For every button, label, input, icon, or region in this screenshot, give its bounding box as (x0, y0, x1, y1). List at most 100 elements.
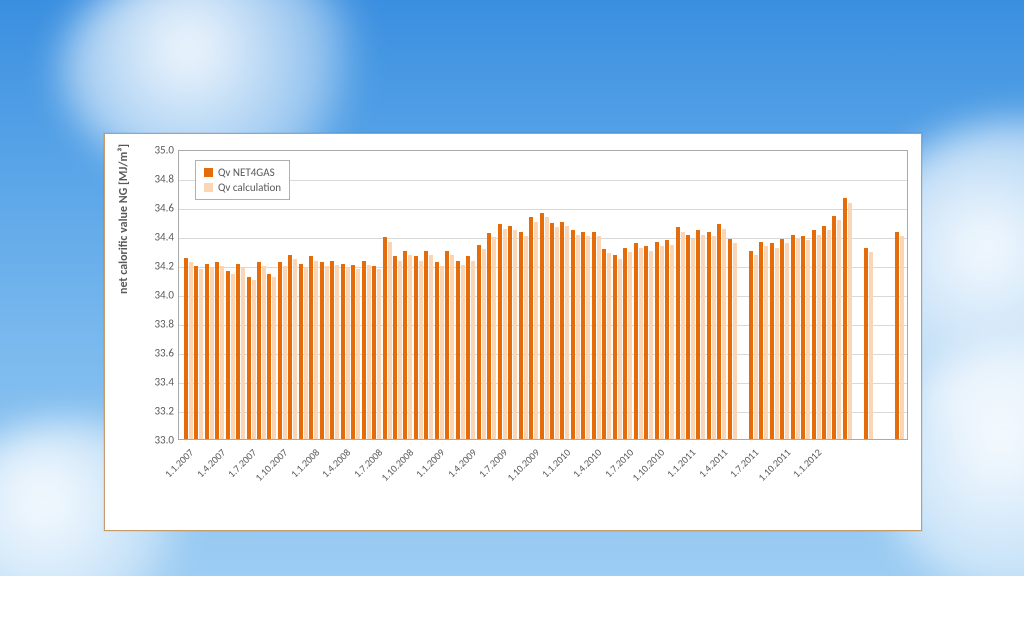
chart-bar (701, 235, 705, 439)
chart-bar (314, 261, 318, 439)
chart-bar (837, 220, 841, 439)
chart-bar (817, 235, 821, 439)
y-tick-label: 34.2 (134, 260, 174, 273)
chart-bar (508, 226, 512, 439)
chart-bar (681, 232, 685, 439)
chart-bar (712, 236, 716, 439)
chart-bar (283, 266, 287, 439)
chart-bar (320, 262, 324, 439)
chart-bar (445, 251, 449, 440)
chart-bar (388, 242, 392, 439)
chart-bar (362, 261, 366, 439)
legend-swatch (204, 168, 213, 177)
gridline-horizontal (179, 209, 907, 210)
chart-bar (655, 242, 659, 439)
chart-bar (419, 261, 423, 439)
chart-bar (210, 268, 214, 439)
y-tick-label: 34.8 (134, 173, 174, 186)
chart-bar (184, 258, 188, 439)
chart-bar (471, 261, 475, 439)
chart-bar (560, 222, 564, 440)
chart-bar (639, 248, 643, 439)
chart-bar (843, 198, 847, 439)
chart-bar (456, 261, 460, 439)
legend-item: Qv NET4GAS (204, 165, 281, 180)
chart-bar (288, 255, 292, 439)
chart-bar (644, 246, 648, 439)
y-tick-label: 34.0 (134, 289, 174, 302)
chart-bar (236, 264, 240, 439)
chart-bar (670, 245, 674, 439)
chart-bar (540, 213, 544, 439)
chart-bar (900, 236, 904, 439)
chart-bar (356, 269, 360, 439)
chart-bar (634, 243, 638, 439)
chart-bar (272, 277, 276, 439)
chart-bar (759, 242, 763, 439)
chart-bar (492, 237, 496, 439)
chart-bar (278, 262, 282, 439)
chart-bar (330, 261, 334, 439)
chart-bar (519, 232, 523, 439)
chart-bar (895, 232, 899, 439)
chart-bar (503, 229, 507, 439)
chart-bar (796, 239, 800, 439)
chart-bar (691, 239, 695, 439)
legend-item: Qv calculation (204, 180, 281, 195)
chart-bar (383, 237, 387, 439)
chart-bar (482, 249, 486, 439)
chart-bar (623, 248, 627, 439)
chart-bar (586, 236, 590, 439)
chart-bar (791, 235, 795, 439)
chart-bar (571, 230, 575, 439)
chart-bar (775, 248, 779, 439)
chart-bar (618, 259, 622, 439)
chart-bar (801, 236, 805, 439)
chart-bar (403, 251, 407, 440)
chart-bar (733, 243, 737, 439)
chart-bar (592, 232, 596, 439)
chart-bar (581, 232, 585, 439)
chart-bar (806, 240, 810, 439)
chart-bar (252, 280, 256, 440)
y-axis-label: net calorific value NG [MJ/m³] (117, 144, 131, 294)
chart-bar (524, 236, 528, 439)
chart-bar (498, 224, 502, 439)
chart-bar (665, 240, 669, 439)
chart-bar (848, 203, 852, 439)
y-tick-label: 33.8 (134, 318, 174, 331)
chart-bar (372, 266, 376, 439)
chart-bar (869, 252, 873, 439)
chart-bar (199, 269, 203, 439)
chart-bar (450, 255, 454, 439)
chart-bar (414, 256, 418, 439)
chart-bar (304, 268, 308, 439)
y-tick-label: 33.4 (134, 376, 174, 389)
chart-bar (550, 223, 554, 439)
chart-bar (247, 277, 251, 439)
chart-bar (293, 259, 297, 439)
chart-bar (424, 251, 428, 440)
chart-bar (299, 264, 303, 439)
y-tick-label: 33.6 (134, 347, 174, 360)
chart-bar (696, 230, 700, 439)
chart-bar (660, 246, 664, 439)
chart-bar (722, 229, 726, 439)
chart-bar (749, 251, 753, 440)
chart-bar (780, 239, 784, 439)
chart-bar (408, 255, 412, 439)
chart-bar (487, 233, 491, 439)
chart-bar (267, 274, 271, 439)
chart-bar (764, 246, 768, 439)
chart-bar (194, 266, 198, 439)
chart-bar (628, 252, 632, 439)
chart-bar (607, 253, 611, 439)
y-tick-label: 35.0 (134, 144, 174, 157)
chart-bar (335, 265, 339, 439)
y-tick-label: 34.6 (134, 202, 174, 215)
chart-bar (728, 239, 732, 439)
legend-swatch (204, 183, 213, 192)
chart-bar (393, 256, 397, 439)
chart-bar (597, 236, 601, 439)
chart-bar (529, 217, 533, 439)
